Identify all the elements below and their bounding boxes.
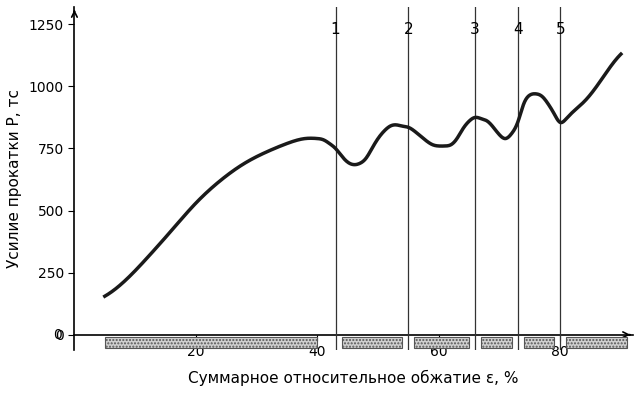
Text: 2: 2 bbox=[404, 22, 413, 37]
X-axis label: Суммарное относительное обжатие ε, %: Суммарное относительное обжатие ε, % bbox=[189, 370, 519, 386]
Bar bbox=[105, 337, 317, 348]
Bar bbox=[524, 337, 554, 348]
Y-axis label: Усилие прокатки P, тс: Усилие прокатки P, тс bbox=[7, 89, 22, 268]
Bar bbox=[566, 337, 627, 348]
Bar bbox=[415, 337, 469, 348]
Text: 0: 0 bbox=[54, 328, 62, 342]
Text: 4: 4 bbox=[513, 22, 522, 37]
Text: 3: 3 bbox=[470, 22, 480, 37]
Text: 5: 5 bbox=[556, 22, 565, 37]
Bar bbox=[342, 337, 403, 348]
Bar bbox=[481, 337, 511, 348]
Text: 1: 1 bbox=[331, 22, 340, 37]
